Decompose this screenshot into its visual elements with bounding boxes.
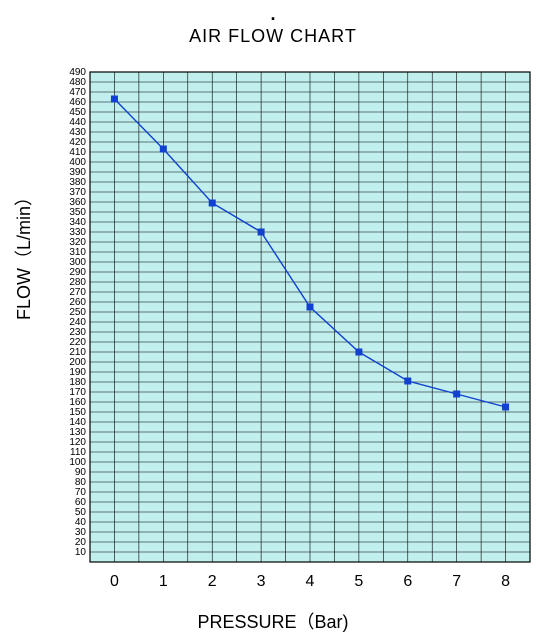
svg-text:160: 160 — [69, 397, 86, 408]
svg-text:300: 300 — [69, 257, 86, 268]
svg-text:330: 330 — [69, 227, 86, 238]
svg-text:170: 170 — [69, 387, 86, 398]
svg-text:50: 50 — [75, 507, 87, 518]
svg-text:20: 20 — [75, 537, 87, 548]
svg-text:350: 350 — [69, 207, 86, 218]
svg-text:290: 290 — [69, 267, 86, 278]
svg-text:470: 470 — [69, 87, 86, 98]
svg-text:0: 0 — [110, 573, 119, 590]
svg-text:490: 490 — [69, 67, 86, 78]
svg-text:190: 190 — [69, 367, 86, 378]
svg-text:390: 390 — [69, 167, 86, 178]
svg-text:6: 6 — [403, 573, 412, 590]
svg-text:240: 240 — [69, 317, 86, 328]
svg-text:7: 7 — [452, 573, 461, 590]
svg-text:440: 440 — [69, 117, 86, 128]
svg-text:250: 250 — [69, 307, 86, 318]
svg-text:180: 180 — [69, 377, 86, 388]
svg-text:110: 110 — [70, 447, 86, 458]
svg-text:460: 460 — [69, 97, 86, 108]
svg-text:480: 480 — [69, 77, 86, 88]
svg-text:310: 310 — [69, 247, 86, 258]
svg-text:4: 4 — [306, 573, 315, 590]
svg-text:140: 140 — [69, 417, 86, 428]
svg-text:120: 120 — [69, 437, 86, 448]
svg-text:380: 380 — [69, 177, 86, 188]
svg-text:280: 280 — [69, 277, 86, 288]
svg-text:1: 1 — [159, 573, 168, 590]
svg-text:260: 260 — [69, 297, 86, 308]
svg-text:70: 70 — [75, 487, 87, 498]
svg-text:270: 270 — [69, 287, 86, 298]
svg-text:450: 450 — [69, 107, 86, 118]
svg-text:220: 220 — [69, 337, 86, 348]
svg-text:370: 370 — [69, 187, 86, 198]
svg-text:410: 410 — [69, 147, 86, 158]
svg-text:320: 320 — [69, 237, 86, 248]
svg-text:340: 340 — [69, 217, 86, 228]
svg-text:2: 2 — [208, 573, 217, 590]
air-flow-chart: 1020304050607080901001101201301401501601… — [0, 0, 546, 636]
svg-text:150: 150 — [69, 407, 86, 418]
svg-text:90: 90 — [75, 467, 87, 478]
svg-text:430: 430 — [69, 127, 86, 138]
svg-text:210: 210 — [69, 347, 86, 358]
svg-text:80: 80 — [75, 477, 87, 488]
svg-text:100: 100 — [69, 457, 86, 468]
svg-text:230: 230 — [69, 327, 86, 338]
svg-text:60: 60 — [75, 497, 87, 508]
svg-text:3: 3 — [257, 573, 266, 590]
svg-text:10: 10 — [75, 547, 87, 558]
svg-text:420: 420 — [69, 137, 86, 148]
svg-text:8: 8 — [501, 573, 510, 590]
svg-text:200: 200 — [69, 357, 86, 368]
svg-text:400: 400 — [69, 157, 86, 168]
svg-text:5: 5 — [354, 573, 363, 590]
svg-text:40: 40 — [75, 517, 87, 528]
svg-text:360: 360 — [69, 197, 86, 208]
svg-text:30: 30 — [75, 527, 87, 538]
svg-text:130: 130 — [69, 427, 86, 438]
